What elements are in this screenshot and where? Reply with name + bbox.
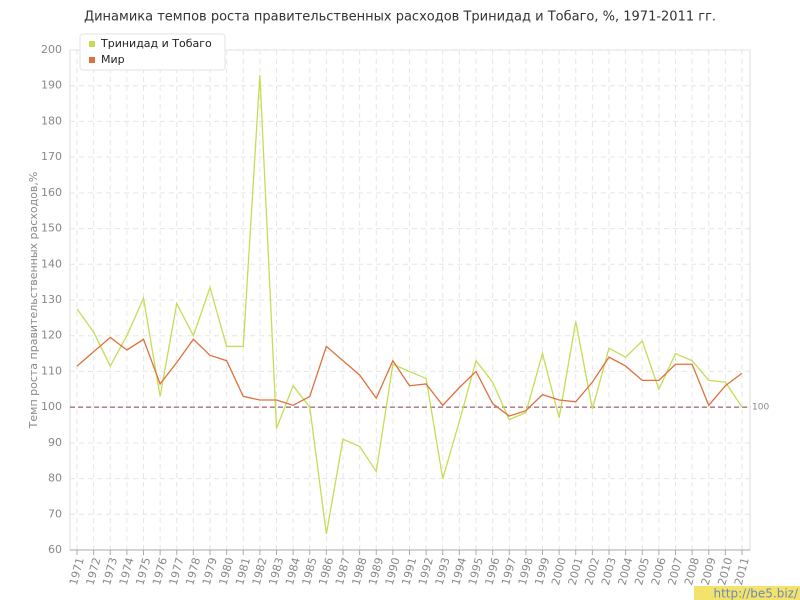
legend-swatch bbox=[89, 41, 95, 47]
y-tick-label: 170 bbox=[41, 150, 62, 163]
y-tick-label: 120 bbox=[41, 329, 62, 342]
series-line bbox=[76, 336, 743, 417]
y-tick-label: 60 bbox=[48, 543, 62, 556]
y-axis-label: Темп роста правительственных расходов,% bbox=[27, 172, 40, 430]
y-tick-label: 90 bbox=[48, 436, 62, 449]
x-tick-label: 2011 bbox=[732, 556, 752, 586]
y-tick-label: 130 bbox=[41, 293, 62, 306]
y-tick-label: 80 bbox=[48, 472, 62, 485]
y-tick-label: 150 bbox=[41, 222, 62, 235]
y-tick-label: 200 bbox=[41, 43, 62, 56]
legend-swatch bbox=[89, 57, 95, 63]
legend-label: Тринидад и Тобаго bbox=[100, 37, 212, 50]
watermark: http://be5.biz/ bbox=[713, 587, 798, 600]
y-tick-label: 110 bbox=[41, 364, 62, 377]
y-tick-label: 190 bbox=[41, 79, 62, 92]
y-tick-label: 70 bbox=[48, 507, 62, 520]
watermark-bg bbox=[694, 586, 800, 600]
y-tick-label: 160 bbox=[41, 186, 62, 199]
series-line bbox=[76, 74, 743, 535]
legend: Тринидад и Тобаго Мир bbox=[79, 33, 226, 71]
y-tick-label: 180 bbox=[41, 114, 62, 127]
legend-label: Мир bbox=[101, 53, 125, 66]
chart-title: Динамика темпов роста правительственных … bbox=[84, 10, 716, 25]
reference-label: 100 bbox=[752, 403, 769, 413]
y-tick-label: 100 bbox=[41, 400, 62, 413]
legend-box bbox=[79, 33, 226, 71]
y-tick-label: 140 bbox=[41, 257, 62, 270]
